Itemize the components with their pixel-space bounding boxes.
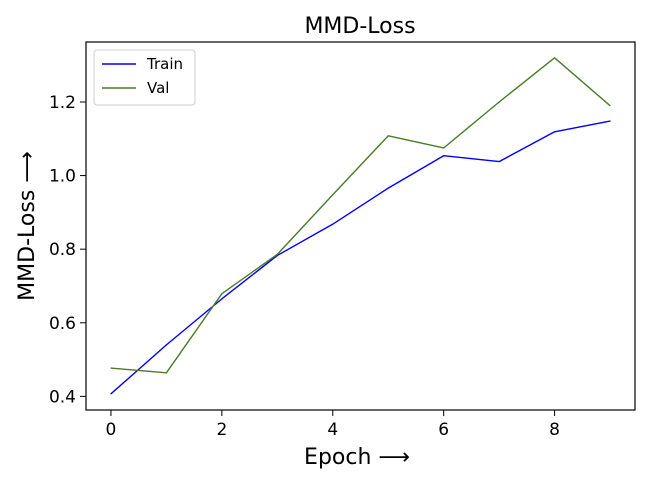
y-tick-label: 1.2 xyxy=(49,93,76,113)
x-tick-label: 8 xyxy=(549,420,560,440)
x-tick-label: 6 xyxy=(438,420,449,440)
x-tick-label: 4 xyxy=(327,420,338,440)
data-point-train xyxy=(110,393,112,395)
legend: Train Val xyxy=(93,49,196,106)
data-point-train xyxy=(443,155,445,157)
y-tick-label: 0.4 xyxy=(49,387,76,407)
y-axis-ticks: 0.4 0.6 0.8 1.0 1.2 xyxy=(49,93,86,407)
data-point-train xyxy=(553,131,556,133)
data-point-val xyxy=(443,147,445,149)
series-line-train xyxy=(110,120,611,395)
y-tick-label: 0.6 xyxy=(49,314,76,334)
plot-frame xyxy=(85,41,636,411)
legend-label-val: Val xyxy=(147,79,169,97)
data-point-val xyxy=(387,135,389,137)
data-point-train xyxy=(387,187,389,189)
series-layer xyxy=(110,57,611,395)
x-tick-label: 2 xyxy=(216,420,227,440)
data-point-train xyxy=(332,223,334,225)
data-point-val xyxy=(110,367,112,369)
data-point-val xyxy=(609,105,611,107)
y-tick-label: 0.8 xyxy=(49,240,76,260)
data-point-train xyxy=(609,120,611,122)
y-tick-label: 1.0 xyxy=(49,167,76,187)
data-point-val xyxy=(553,57,556,59)
data-point-train xyxy=(165,344,168,346)
data-point-train xyxy=(221,298,223,300)
legend-label-train: Train xyxy=(146,55,183,73)
y-axis-title: MMD-Loss ⟶ xyxy=(15,151,40,301)
data-point-val xyxy=(332,194,334,196)
series-line-val xyxy=(110,57,611,374)
x-axis-title: Epoch ⟶ xyxy=(304,445,410,470)
data-point-val xyxy=(165,372,168,374)
data-point-val xyxy=(221,293,223,295)
chart-title: MMD-Loss xyxy=(304,14,415,39)
data-point-val xyxy=(276,253,278,255)
data-point-val xyxy=(498,101,500,103)
x-tick-label: 0 xyxy=(106,420,117,440)
x-axis-ticks: 0 2 4 6 8 xyxy=(106,410,560,440)
data-point-train xyxy=(498,161,500,163)
